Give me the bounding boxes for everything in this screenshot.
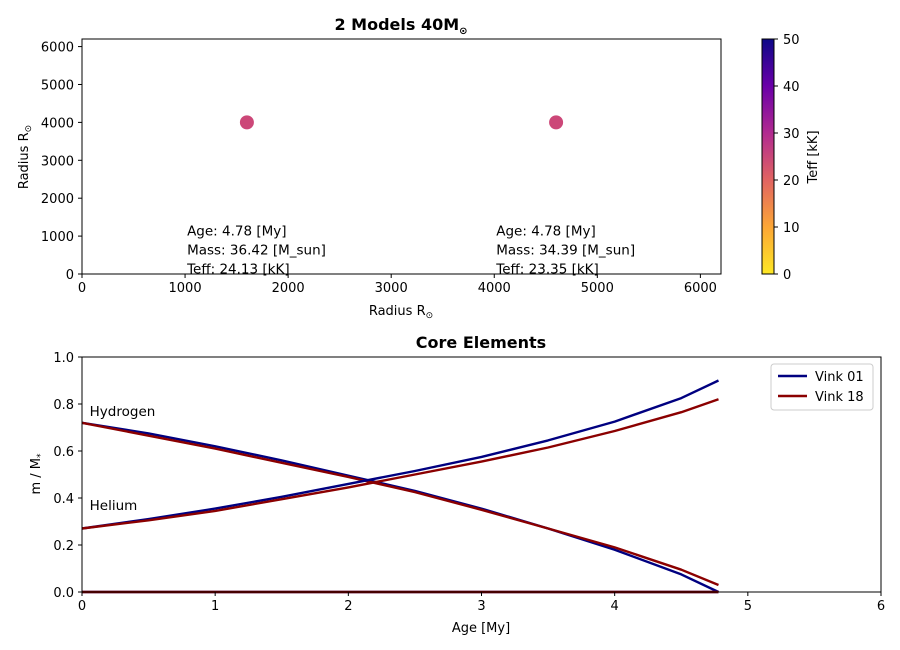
legend-label: Vink 01 bbox=[815, 370, 864, 385]
colorbar-tick-label: 40 bbox=[783, 80, 800, 95]
scatter-x-tick-label: 1000 bbox=[169, 281, 202, 296]
legend-label: Vink 18 bbox=[815, 390, 864, 405]
scatter-annotation-line: Age: 4.78 [My] bbox=[187, 223, 286, 239]
scatter-x-tick-label: 0 bbox=[78, 281, 86, 296]
scatter-annotation-line: Teff: 23.35 [kK] bbox=[495, 261, 599, 277]
scatter-y-tick-label: 3000 bbox=[41, 154, 74, 169]
scatter-annotation-line: Mass: 36.42 [M_sun] bbox=[187, 242, 326, 258]
line-y-axis-label: m / M* bbox=[29, 453, 46, 495]
scatter-y-tick-label: 4000 bbox=[41, 116, 74, 131]
scatter-y-tick-label: 1000 bbox=[41, 230, 74, 245]
line-y-tick-label: 0.8 bbox=[53, 398, 74, 413]
colorbar-gradient bbox=[762, 39, 774, 274]
line-y-tick-label: 0.4 bbox=[53, 492, 74, 507]
line-series-hydrogen bbox=[81, 421, 719, 587]
line-x-tick-label: 3 bbox=[477, 599, 485, 614]
legend: Vink 01 Vink 18 bbox=[770, 363, 874, 411]
scatter-y-tick-label: 0 bbox=[66, 268, 74, 283]
scatter-x-tick-label: 2000 bbox=[272, 281, 305, 296]
line-axes-frame bbox=[81, 356, 882, 593]
scatter-annotation-line: Teff: 24.13 [kK] bbox=[186, 261, 290, 277]
line-x-tick-label: 4 bbox=[611, 599, 619, 614]
scatter-point bbox=[239, 115, 254, 130]
line-x-tick-label: 2 bbox=[344, 599, 352, 614]
scatter-x-tick-label: 5000 bbox=[581, 281, 614, 296]
line-series-helium bbox=[81, 398, 719, 530]
line-annotation: Hydrogen bbox=[90, 404, 156, 420]
scatter-axes-frame bbox=[81, 38, 722, 275]
scatter-x-tick-label: 4000 bbox=[478, 281, 511, 296]
scatter-x-tick-label: 3000 bbox=[375, 281, 408, 296]
scatter-annotation-line: Age: 4.78 [My] bbox=[496, 223, 595, 239]
line-y-tick-label: 0.6 bbox=[53, 445, 74, 460]
colorbar-tick-label: 10 bbox=[783, 221, 800, 236]
line-y-tick-label: 0.0 bbox=[53, 586, 74, 601]
scatter-panel: 2 Models 40M⊙ 0 1000 2000 3000 4000 5000 6000 0… bbox=[17, 15, 722, 321]
scatter-annotation-line: Mass: 34.39 [M_sun] bbox=[496, 242, 635, 258]
colorbar-tick-label: 50 bbox=[783, 33, 800, 48]
line-y-tick-label: 0.2 bbox=[53, 539, 74, 554]
colorbar: 0 10 20 30 40 50 Teff [kK] bbox=[761, 33, 821, 283]
line-panel: Core Elements 0 1 2 3 4 5 60.00.20.40.60.81.0 … bbox=[29, 333, 885, 636]
line-series-helium bbox=[81, 379, 720, 530]
scatter-x-axis-label: Radius R⊙ bbox=[369, 304, 433, 321]
line-y-tick-label: 1.0 bbox=[53, 351, 74, 366]
colorbar-tick-label: 30 bbox=[783, 127, 800, 142]
scatter-y-tick-label: 2000 bbox=[41, 192, 74, 207]
line-x-tick-label: 0 bbox=[78, 599, 86, 614]
scatter-y-tick-label: 5000 bbox=[41, 78, 74, 93]
colorbar-tick-label: 20 bbox=[783, 174, 800, 189]
line-title: Core Elements bbox=[416, 333, 546, 352]
colorbar-frame bbox=[761, 38, 775, 275]
scatter-y-tick-label: 6000 bbox=[41, 41, 74, 56]
scatter-x-tick-label: 6000 bbox=[684, 281, 717, 296]
line-x-tick-label: 6 bbox=[877, 599, 885, 614]
colorbar-label: Teff [kK] bbox=[806, 130, 821, 184]
scatter-title: 2 Models 40M⊙ bbox=[334, 15, 467, 37]
line-annotation: Helium bbox=[90, 498, 138, 514]
line-x-tick-label: 5 bbox=[744, 599, 752, 614]
scatter-y-axis-label: Radius R⊙ bbox=[17, 125, 34, 189]
colorbar-tick-label: 0 bbox=[783, 268, 791, 283]
scatter-point bbox=[549, 115, 564, 130]
line-x-axis-label: Age [My] bbox=[452, 621, 510, 636]
line-x-tick-label: 1 bbox=[211, 599, 219, 614]
